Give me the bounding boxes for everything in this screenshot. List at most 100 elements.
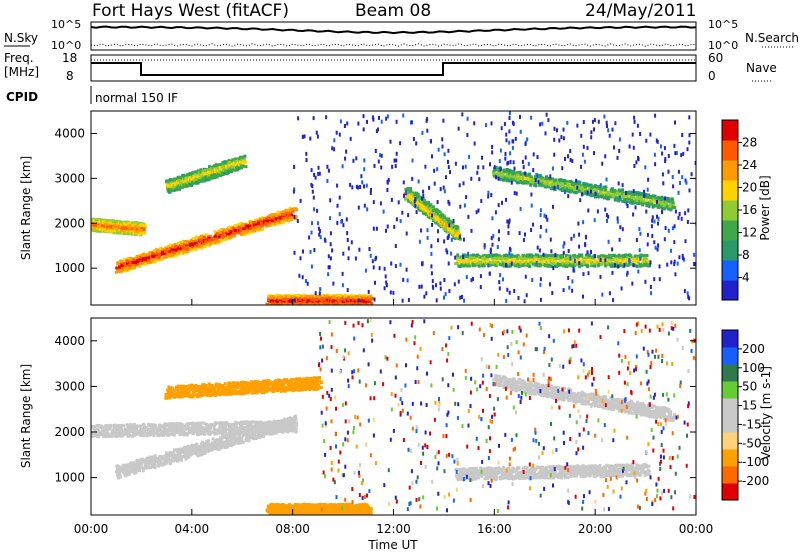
heatmap-cell	[618, 259, 621, 262]
freq-tick-top: 18	[62, 51, 77, 65]
heatmap-cell	[315, 295, 318, 298]
heatmap-cell	[205, 173, 208, 176]
heatmap-cell	[242, 160, 245, 163]
heatmap-cell	[126, 260, 129, 263]
heatmap-cell	[118, 265, 121, 268]
cpid-label: CPID	[6, 90, 38, 104]
heatmap-cell	[526, 255, 529, 258]
heatmap-cell	[142, 224, 145, 227]
heatmap-cell	[206, 244, 209, 247]
heatmap-cell	[191, 249, 194, 252]
heatmap-cell	[274, 305, 277, 308]
date-title: 24/May/2011	[585, 1, 697, 21]
heatmap-cell	[344, 294, 347, 297]
beam-title: Beam 08	[355, 1, 431, 21]
heatmap-cell	[290, 208, 293, 211]
search-tick-top: 10^5	[708, 18, 738, 31]
heatmap-cell	[496, 263, 499, 266]
heatmap-cell	[233, 232, 236, 235]
heatmap-cell	[138, 265, 141, 268]
heatmap-cell	[245, 165, 248, 168]
heatmap-cell	[522, 264, 525, 267]
heatmap-cell	[577, 256, 580, 259]
heatmap-cell	[175, 248, 178, 251]
heatmap-cell	[633, 260, 636, 263]
heatmap-cell	[549, 254, 552, 257]
heatmap-cell	[462, 260, 465, 263]
heatmap-cell	[129, 264, 132, 267]
nsearch-line	[91, 44, 696, 46]
heatmap-cell	[241, 156, 244, 159]
heatmap-cell	[586, 265, 589, 268]
heatmap-cell	[198, 179, 201, 182]
heatmap-cell	[361, 305, 364, 308]
heatmap-cell	[358, 305, 361, 308]
heatmap-cell	[479, 261, 482, 264]
heatmap-cell	[195, 181, 198, 184]
freq-frame	[91, 55, 696, 81]
nsky-label: N.Sky	[4, 31, 38, 45]
heatmap-cell	[313, 305, 316, 308]
heatmap-cell	[347, 305, 350, 308]
heatmap-cell	[358, 305, 361, 308]
heatmap-cell	[289, 296, 292, 299]
heatmap-cell	[552, 262, 555, 265]
heatmap-cell	[528, 265, 531, 268]
heatmap-cell	[493, 254, 496, 257]
heatmap-cell	[268, 305, 271, 308]
heatmap-cell	[493, 169, 496, 172]
heatmap-cell	[570, 264, 573, 267]
heatmap-cell	[203, 245, 206, 248]
heatmap-cell	[289, 217, 292, 220]
heatmap-cell	[476, 254, 479, 257]
heatmap-cell	[525, 262, 528, 265]
heatmap-cell	[468, 265, 471, 268]
heatmap-cell	[510, 253, 513, 256]
heatmap-cell	[285, 218, 288, 221]
heatmap-cell	[96, 230, 99, 233]
heatmap-cell	[140, 229, 143, 232]
heatmap-cell	[636, 265, 639, 268]
heatmap-cell	[145, 253, 148, 256]
heatmap-cell	[358, 305, 361, 308]
heatmap-cell	[454, 234, 457, 237]
heatmap-cell	[221, 235, 224, 238]
heatmap-cell	[455, 227, 458, 230]
nave-tick-bottom: 0	[708, 69, 716, 83]
heatmap-cell	[261, 228, 264, 231]
heatmap-cell	[321, 305, 324, 308]
heatmap-cell	[537, 260, 540, 263]
freq-panel: Freq. [MHz] 18 8 60 0 Nave	[4, 51, 777, 83]
heatmap-cell	[610, 256, 613, 259]
nsky-line	[91, 27, 696, 34]
heatmap-cell	[646, 254, 649, 257]
heatmap-cell	[147, 256, 150, 259]
heatmap-cell	[643, 263, 646, 266]
heatmap-cell	[631, 258, 634, 261]
heatmap-cell	[333, 305, 336, 308]
heatmap-cell	[165, 248, 168, 251]
heatmap-cell	[341, 305, 344, 308]
heatmap-cell	[182, 247, 185, 250]
heatmap-cell	[236, 231, 239, 234]
heatmap-cell	[369, 295, 372, 298]
heatmap-cell	[240, 166, 243, 169]
heatmap-cell	[285, 305, 288, 308]
nsearch-label: N.Search	[745, 31, 799, 45]
heatmap-cell	[127, 232, 130, 235]
heatmap-cell	[143, 232, 146, 235]
heatmap-cell	[349, 305, 352, 308]
heatmap-cell	[482, 264, 485, 267]
heatmap-cell	[219, 166, 222, 169]
heatmap-cell	[458, 260, 461, 263]
sky-tick-top: 10^5	[51, 18, 81, 31]
heatmap-cell	[204, 240, 207, 243]
heatmap-cell	[283, 213, 286, 216]
heatmap-cell	[475, 259, 478, 262]
heatmap-cell	[505, 254, 508, 257]
heatmap-cell	[243, 155, 246, 158]
heatmap-cell	[165, 256, 168, 259]
heatmap-cell	[237, 167, 240, 170]
heatmap-cell	[195, 236, 198, 239]
heatmap-cell	[285, 209, 288, 212]
